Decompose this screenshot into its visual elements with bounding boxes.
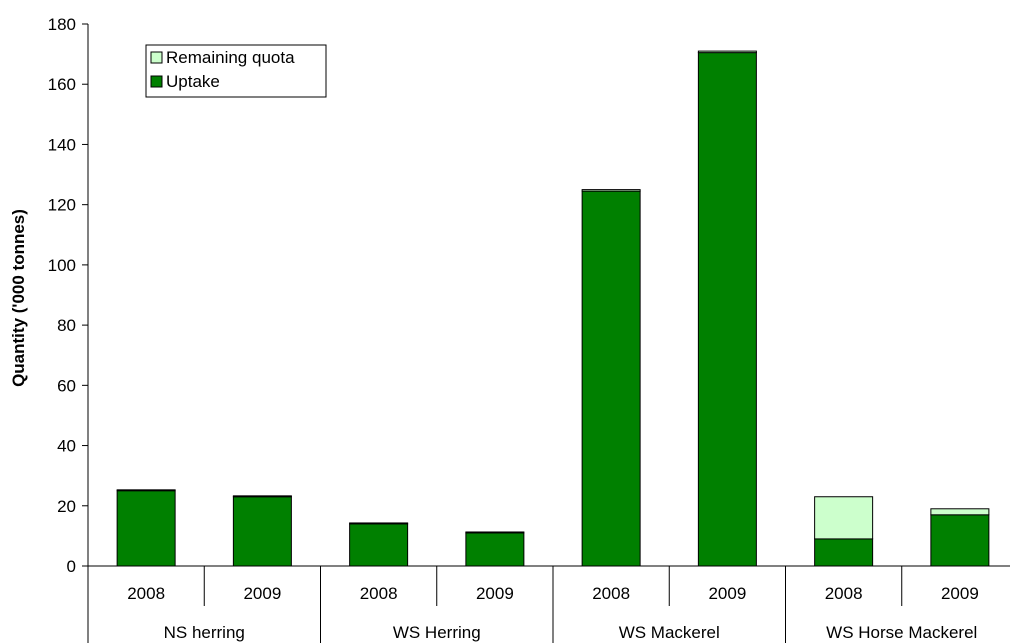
bar-uptake (465, 532, 525, 567)
x-tick-label: 2009 (476, 584, 514, 603)
bar-remaining-quota (581, 189, 641, 192)
x-tick-label: 2008 (825, 584, 863, 603)
bar-remaining-quota (930, 508, 990, 516)
y-tick-label: 0 (67, 557, 76, 576)
group-label: WS Herring (393, 623, 481, 642)
legend: Remaining quota Uptake (145, 44, 327, 98)
legend-label: Remaining quota (166, 48, 295, 67)
x-tick-label: 2009 (243, 584, 281, 603)
y-tick-label: 80 (57, 316, 76, 335)
bar-uptake (581, 190, 641, 567)
bar-remaining-quota (349, 522, 409, 525)
y-tick-label: 20 (57, 497, 76, 516)
legend-box (145, 44, 327, 98)
bar-remaining-quota (116, 489, 176, 492)
group-label: NS herring (164, 623, 245, 642)
x-tick-label: 2009 (708, 584, 746, 603)
group-label: WS Mackerel (619, 623, 720, 642)
bar-uptake (697, 52, 757, 567)
x-tick-label: 2008 (127, 584, 165, 603)
bar-uptake (349, 523, 409, 567)
bars (116, 50, 990, 567)
bar-uptake (814, 538, 874, 567)
bar-remaining-quota (697, 50, 757, 54)
x-tick-label: 2008 (592, 584, 630, 603)
x-tick-label: 2009 (941, 584, 979, 603)
y-tick-label: 180 (48, 15, 76, 34)
legend-swatch (150, 75, 163, 88)
group-label: WS Horse Mackerel (826, 623, 977, 642)
legend-swatch (150, 51, 163, 64)
y-tick-label: 160 (48, 75, 76, 94)
axis-labels: 0 20 40 60 80 100 120 140 160 180 2008 2009 2008 2009… (48, 15, 979, 642)
bar-uptake (930, 514, 990, 567)
y-tick-label: 100 (48, 256, 76, 275)
bar-remaining-quota (232, 495, 292, 498)
bar-uptake (232, 496, 292, 567)
y-tick-label: 60 (57, 376, 76, 395)
y-axis-title: Quantity ('000 tonnes) (9, 209, 28, 387)
x-tick-label: 2008 (360, 584, 398, 603)
legend-label: Uptake (166, 72, 220, 91)
y-tick-label: 120 (48, 196, 76, 215)
bar-uptake (116, 490, 176, 567)
y-tick-label: 40 (57, 437, 76, 456)
bar-remaining-quota (814, 496, 874, 540)
y-tick-label: 140 (48, 135, 76, 154)
bar-remaining-quota (465, 531, 525, 534)
